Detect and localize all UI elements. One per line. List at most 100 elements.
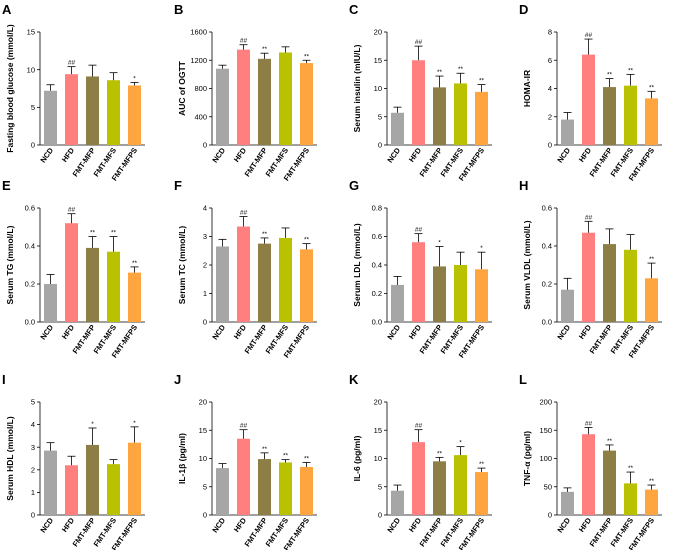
panel-e-y-tick-label: 0.0: [25, 318, 35, 327]
panel-k-category-ncd: NCD: [385, 516, 402, 535]
panel-e-significance-fmt-mfps: **: [132, 260, 138, 267]
panel-i-y-tick-label: 1: [31, 488, 35, 497]
panel-d-y-tick-label: 6: [548, 56, 552, 65]
panel-i-y-tick-label: 5: [31, 398, 35, 407]
panel-j-significance-fmt-mfs: **: [283, 453, 289, 460]
panel-d-category-hfd: HFD: [577, 146, 594, 164]
panel-k-significance-fmt-mfps: **: [479, 461, 485, 468]
panel-g-bar-fmt-mfps: [475, 269, 488, 322]
panel-l-category-hfd: HFD: [577, 516, 594, 534]
panel-l-y-tick-label: 100: [539, 454, 552, 463]
panel-d-significance-fmt-mfps: **: [649, 84, 655, 91]
panel-a-bar-fmt-mfs: [107, 80, 120, 145]
panel-h-y-label: Serum VLDL (mmol/L): [522, 220, 532, 309]
panel-j-y-tick-label: 0: [203, 511, 207, 520]
panel-f-bar-ncd: [216, 246, 229, 322]
panel-i-y-tick-label: 2: [31, 465, 35, 474]
panel-d-bar-fmt-mfp: [603, 87, 616, 145]
panel-j-significance-fmt-mfps: **: [304, 455, 310, 462]
panel-j-y-tick-label: 20: [199, 398, 207, 407]
panel-b-bar-ncd: [216, 68, 229, 145]
panel-c-category-hfd: HFD: [407, 146, 424, 164]
panel-j-category-ncd: NCD: [210, 516, 227, 535]
panel-l-bar-ncd: [561, 491, 574, 515]
panel-i-bar-fmt-mfp: [86, 444, 99, 515]
panel-c-bar-fmt-mfps: [475, 91, 488, 145]
panel-a-letter: A: [2, 2, 12, 17]
panel-c-bar-ncd: [391, 112, 404, 145]
panel-h-category-ncd: NCD: [555, 323, 572, 342]
panel-a-y-tick-label: 5: [31, 103, 35, 112]
panel-c-category-ncd: NCD: [385, 146, 402, 165]
panel-k-bar-fmt-mfs: [454, 455, 467, 515]
panel-l-bar-hfd: [582, 434, 595, 515]
panel-g-significance-hfd: ##: [415, 227, 423, 234]
panel-e-y-tick-label: 0.6: [25, 204, 35, 213]
panel-c-significance-fmt-mfs: **: [458, 66, 464, 73]
panel-c-significance-fmt-mfps: **: [479, 78, 485, 85]
panel-i-bar-ncd: [44, 450, 57, 515]
panel-g-y-tick-label: 0.6: [372, 232, 382, 241]
panel-e-y-tick-label: 0.4: [25, 242, 35, 251]
panel-j-letter: J: [174, 372, 181, 387]
panel-a-y-tick-label: 10: [27, 65, 35, 74]
panel-f-y-tick-label: 3: [203, 232, 207, 241]
panel-l-bar-fmt-mfs: [624, 483, 637, 515]
panel-e-bar-ncd: [44, 284, 57, 322]
panel-c-bar-fmt-mfp: [433, 87, 446, 145]
panel-b-category-hfd: HFD: [232, 146, 249, 164]
panel-d-y-tick-label: 2: [548, 112, 552, 121]
panel-h-bar-fmt-mfp: [603, 244, 616, 322]
panel-b-letter: B: [174, 2, 183, 17]
panel-a-significance-fmt-mfps: *: [133, 75, 136, 82]
panel-h-letter: H: [519, 178, 528, 193]
panel-l-y-tick-label: 150: [539, 426, 552, 435]
panel-g-y-tick-label: 0.4: [372, 261, 382, 270]
panel-a: A 0 5 10 15 Fasting blood glucose (mmol/L) NCD…: [2, 2, 145, 183]
panel-a-category-hfd: HFD: [60, 146, 77, 164]
panel-f-significance-hfd: ##: [240, 210, 248, 217]
panel-b-bar-fmt-mfp: [258, 58, 271, 145]
panel-d-bar-hfd: [582, 54, 595, 145]
panel-g-y-tick-label: 0.8: [372, 204, 382, 213]
panel-b-y-tick-label: 1200: [190, 56, 207, 65]
panel-a-bar-hfd: [65, 74, 78, 145]
panel-j-y-label: IL-1β (pg/ml): [177, 433, 187, 484]
panel-d-letter: D: [519, 2, 528, 17]
panel-j-significance-fmt-mfp: **: [262, 446, 268, 453]
panel-g-bar-ncd: [391, 284, 404, 322]
panel-c-bar-fmt-mfs: [454, 83, 467, 145]
panel-l-y-tick-label: 0: [548, 511, 552, 520]
panel-l-significance-fmt-mfp: **: [607, 438, 613, 445]
panel-k-significance-hfd: ##: [415, 423, 423, 430]
panel-j-significance-hfd: ##: [240, 423, 248, 430]
panel-g-bar-hfd: [412, 242, 425, 322]
panel-e-significance-hfd: ##: [68, 207, 76, 214]
panel-e-category-ncd: NCD: [38, 323, 55, 342]
panel-k-bar-fmt-mfp: [433, 461, 446, 515]
panel-h-significance-fmt-mfps: **: [649, 256, 655, 263]
panel-k-category-hfd: HFD: [407, 516, 424, 534]
panel-i-significance-fmt-mfps: *: [133, 420, 136, 427]
panel-g-y-tick-label: 0.2: [372, 289, 382, 298]
panel-j-y-tick-label: 10: [199, 454, 207, 463]
panel-h-bar-ncd: [561, 289, 574, 322]
panel-d-y-tick-label: 4: [548, 84, 552, 93]
panel-d-significance-fmt-mfp: **: [607, 72, 613, 79]
panel-g-category-hfd: HFD: [407, 323, 424, 341]
panel-d-category-ncd: NCD: [555, 146, 572, 165]
panel-l-y-tick-label: 50: [544, 482, 552, 491]
panel-i-bar-fmt-mfs: [107, 464, 120, 515]
panel-f-category-hfd: HFD: [232, 323, 249, 341]
panel-h-bar-fmt-mfs: [624, 249, 637, 322]
panel-j-bar-hfd: [237, 438, 250, 515]
panel-d-y-tick-label: 8: [548, 28, 552, 37]
panel-b-category-ncd: NCD: [210, 146, 227, 165]
panel-f-y-tick-label: 2: [203, 261, 207, 270]
panel-a-bar-fmt-mfp: [86, 76, 99, 145]
panel-d-bar-fmt-mfps: [645, 98, 658, 145]
panel-c-y-tick-label: 20: [374, 28, 382, 37]
panel-k-bar-ncd: [391, 490, 404, 515]
panel-a-y-label: Fasting blood glucose (mmol/L): [5, 24, 15, 153]
